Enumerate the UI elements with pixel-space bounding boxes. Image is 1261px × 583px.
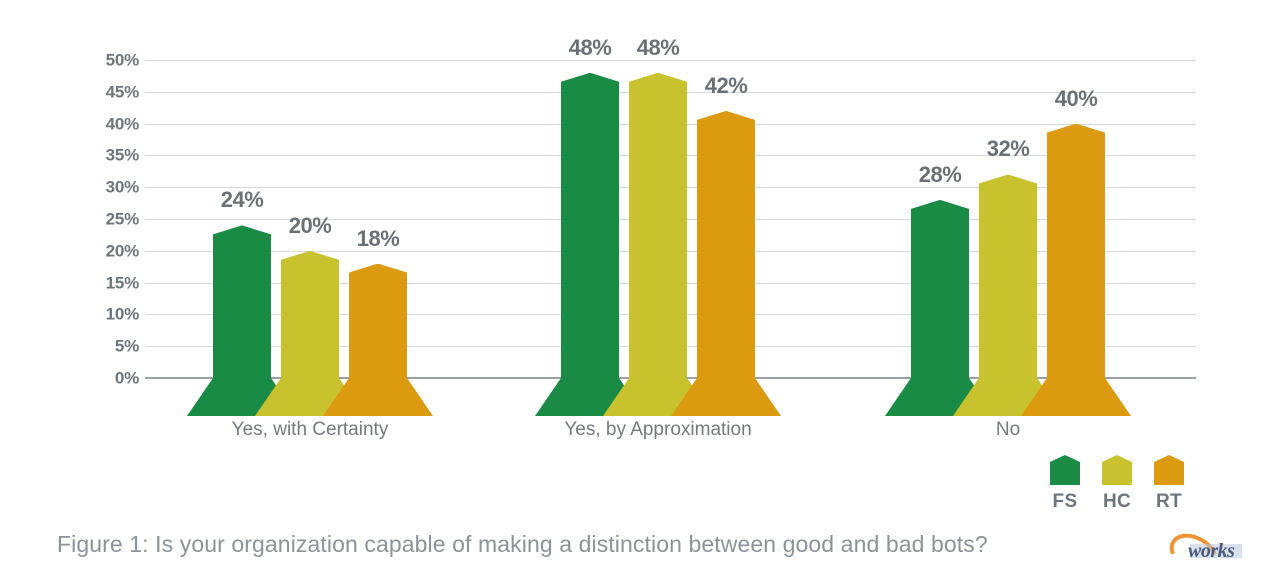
y-axis-tick-0: 0%	[114, 368, 139, 388]
y-axis-tick-5: 5%	[114, 336, 139, 356]
legend-item-rt[interactable]: RT	[1154, 455, 1184, 511]
bar-rt-0[interactable]: 18%	[323, 227, 433, 416]
bar-group-1: 48% 48% 42%	[535, 36, 781, 416]
bar-value-label: 24%	[220, 187, 264, 213]
plot-area: 50% 45% 40% 35% 30% 25% 20% 15% 10% 5% 0% 24% 20% 18%…	[106, 36, 1196, 416]
legend-label-hc: HC	[1102, 491, 1132, 512]
bar-value-label: 28%	[918, 161, 962, 187]
bar-column	[281, 250, 339, 378]
bar-fs-1[interactable]: 48%	[535, 36, 645, 416]
bar-rt-1[interactable]: 42%	[671, 74, 781, 416]
bar-column	[979, 174, 1037, 378]
y-axis-tick-50: 50%	[105, 50, 140, 70]
y-axis-tick-15: 15%	[105, 273, 140, 293]
bar-value-label: 32%	[986, 136, 1030, 162]
bar-hc-0[interactable]: 20%	[255, 214, 365, 416]
watermark-bar	[1190, 544, 1242, 558]
bar-fs-0[interactable]: 24%	[187, 189, 297, 416]
figure-caption: Figure 1: Is your organization capable o…	[57, 531, 988, 557]
y-axis-tick-20: 20%	[105, 241, 140, 261]
y-axis-tick-25: 25%	[105, 209, 140, 229]
legend-swatch-hc	[1102, 455, 1132, 485]
category-label-1: Yes, by Approximation	[564, 419, 752, 440]
y-axis-tick-35: 35%	[105, 145, 140, 165]
legend-item-hc[interactable]: HC	[1102, 455, 1132, 511]
bar-value-label: 48%	[568, 34, 612, 60]
bar-value-label: 20%	[288, 212, 332, 238]
y-axis-tick-30: 30%	[105, 177, 140, 197]
bar-value-label: 40%	[1054, 85, 1098, 111]
legend-label-rt: RT	[1156, 491, 1182, 512]
watermark-swoosh-icon	[1162, 525, 1226, 583]
category-label-0: Yes, with Certainty	[231, 419, 389, 440]
gridline	[145, 60, 1196, 61]
bar-group-0: 24% 20% 18%	[187, 60, 433, 416]
y-axis-tick-45: 45%	[105, 82, 140, 102]
bar-rt-2[interactable]: 40%	[1021, 87, 1131, 416]
legend-item-fs[interactable]: FS	[1050, 455, 1080, 511]
legend-swatch-fs	[1050, 455, 1080, 485]
bar-column	[213, 225, 271, 378]
chart-legend: FS HC RT	[1050, 455, 1184, 511]
bar-value-label: 18%	[356, 225, 400, 251]
bar-column	[629, 72, 687, 378]
bar-column	[349, 263, 407, 378]
y-axis-tick-40: 40%	[105, 114, 140, 134]
bar-column	[561, 72, 619, 378]
bar-column	[1047, 123, 1105, 378]
bar-fs-2[interactable]: 28%	[885, 163, 995, 416]
bar-column	[911, 199, 969, 378]
legend-label-fs: FS	[1052, 491, 1078, 512]
bar-hc-1[interactable]: 48%	[603, 36, 713, 416]
y-axis-tick-10: 10%	[105, 304, 140, 324]
bar-group-2: 28% 32% 40%	[885, 60, 1131, 416]
watermark: works	[1162, 525, 1258, 583]
bar-hc-2[interactable]: 32%	[953, 138, 1063, 416]
bar-value-label: 42%	[704, 72, 748, 98]
category-label-2: No	[995, 419, 1021, 440]
bar-column	[697, 110, 755, 378]
bar-value-label: 48%	[636, 34, 680, 60]
watermark-text: works	[1188, 540, 1235, 562]
legend-swatch-rt	[1154, 455, 1184, 485]
